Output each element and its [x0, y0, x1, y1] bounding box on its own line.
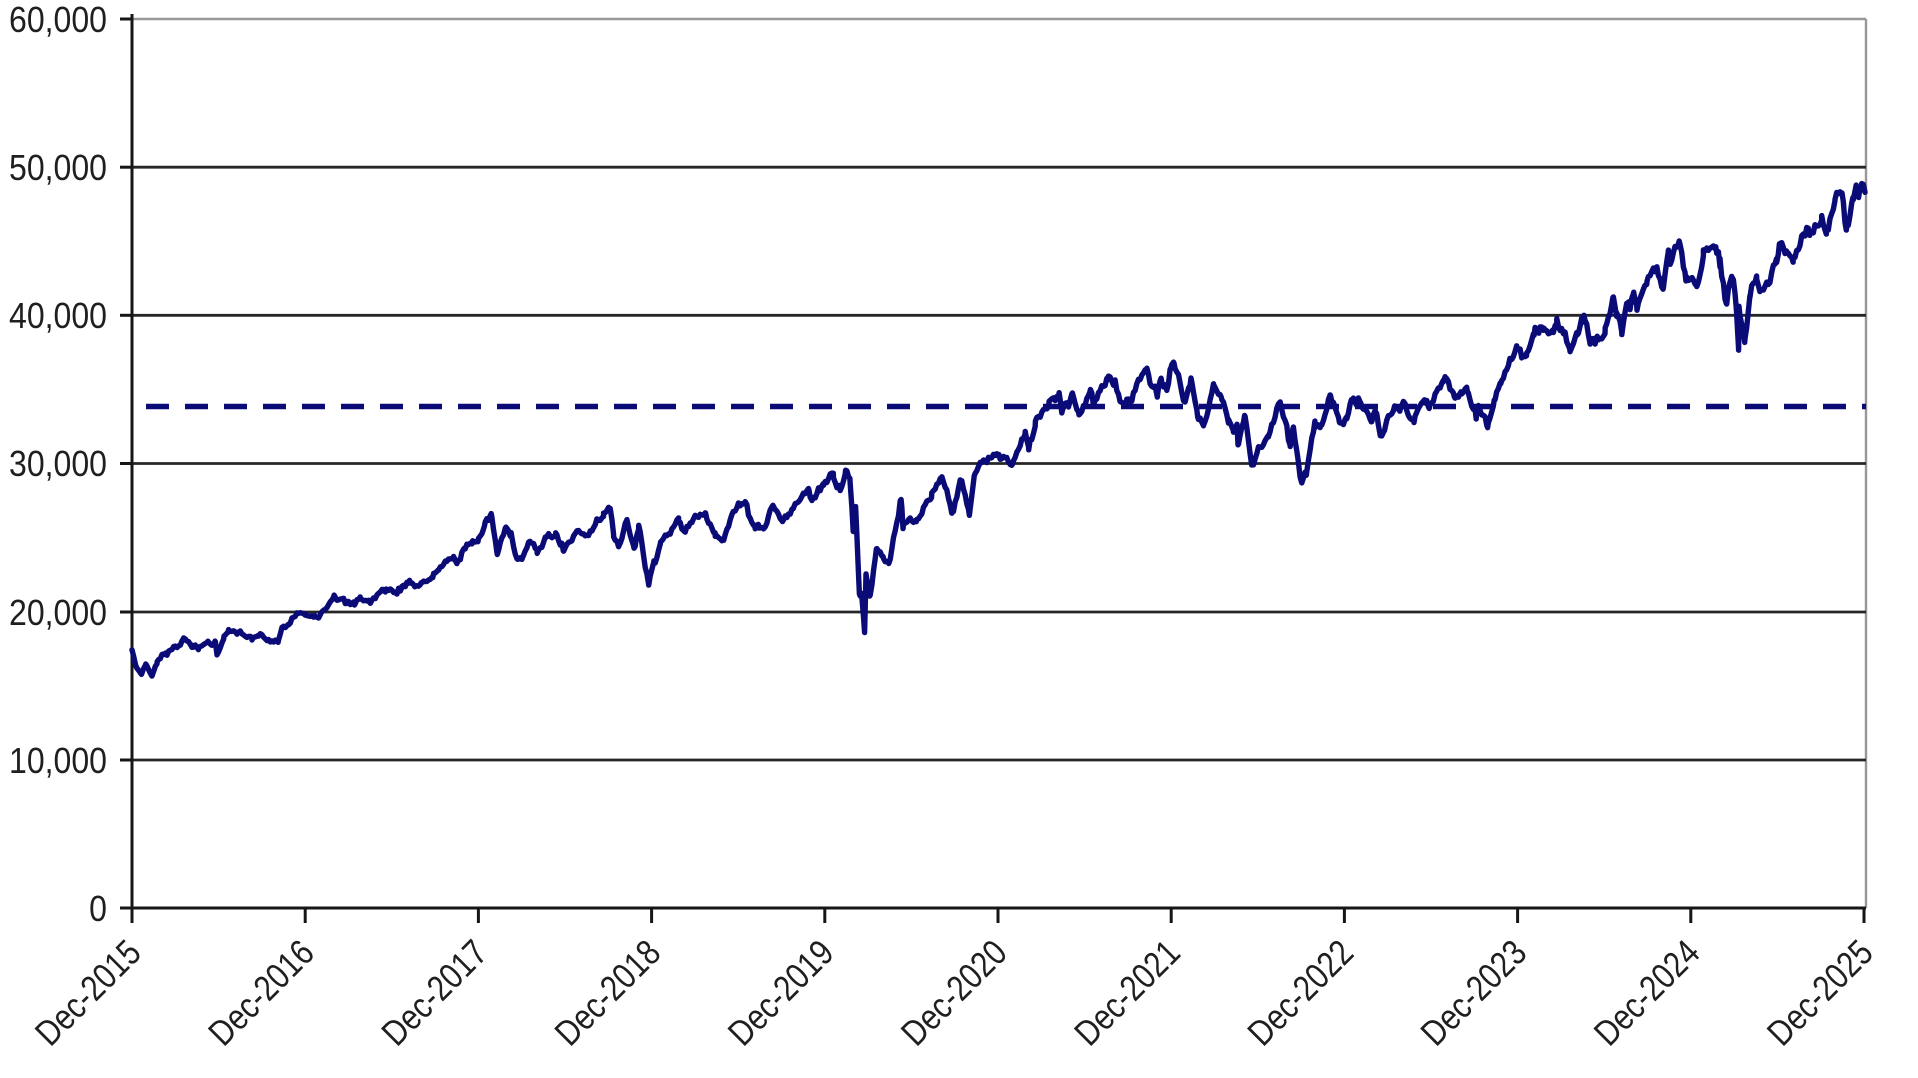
svg-text:10,000: 10,000 [9, 741, 107, 781]
svg-text:40,000: 40,000 [9, 296, 107, 336]
svg-text:50,000: 50,000 [9, 148, 107, 188]
svg-text:0: 0 [89, 889, 107, 929]
svg-text:60,000: 60,000 [9, 0, 107, 40]
svg-text:20,000: 20,000 [9, 593, 107, 633]
svg-text:30,000: 30,000 [9, 444, 107, 484]
